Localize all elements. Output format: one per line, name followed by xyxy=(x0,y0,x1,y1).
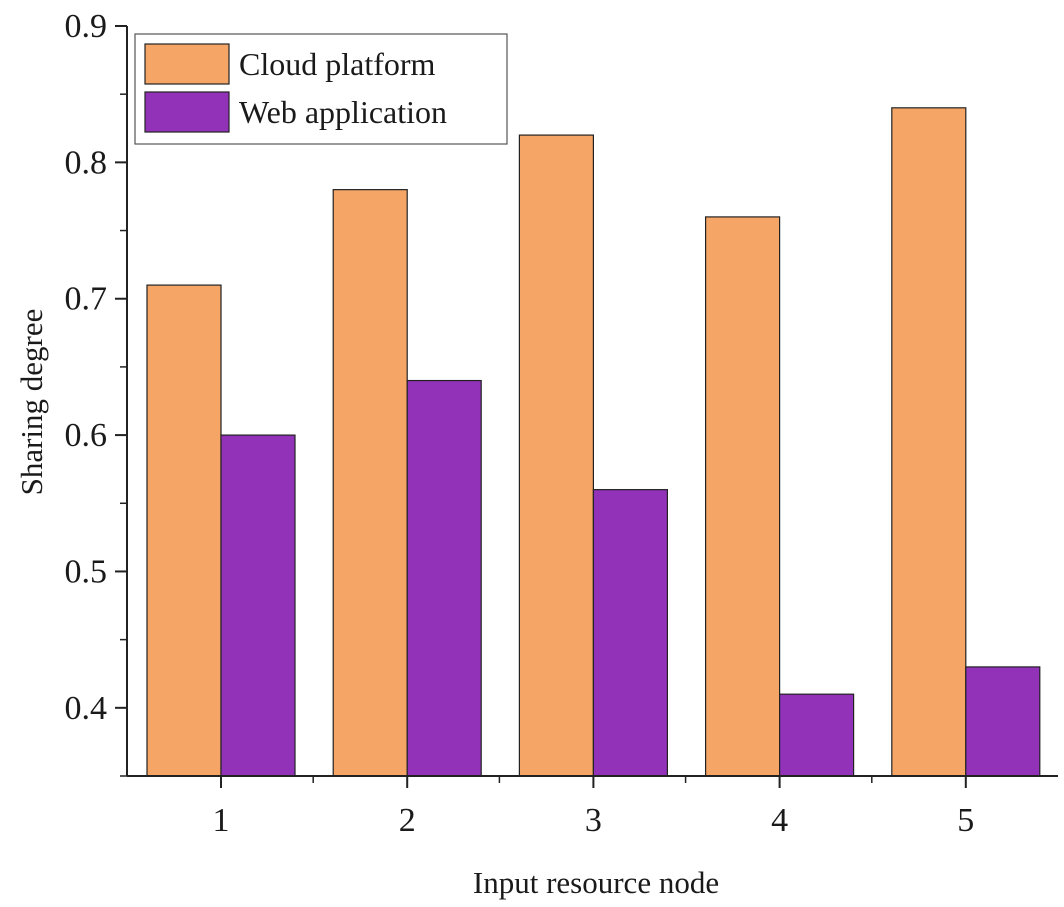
y-tick-label-0.8: 0.8 xyxy=(65,144,108,181)
bar-web-application-4 xyxy=(778,693,855,777)
y-tick-label-0.9: 0.9 xyxy=(65,8,108,45)
x-tick-label-5: 5 xyxy=(957,802,974,839)
bar-web-application-2 xyxy=(406,379,482,777)
legend-swatch-1 xyxy=(144,91,230,133)
y-tick-label-0.4: 0.4 xyxy=(65,690,108,727)
legend: Cloud platform Web application xyxy=(134,33,508,145)
legend-label-1: Web application xyxy=(239,94,447,130)
bar-web-application-3 xyxy=(592,489,669,777)
bar-cloud-platform-1 xyxy=(146,284,222,777)
y-axis-title: Sharing degree xyxy=(14,309,49,496)
bar-cloud-platform-2 xyxy=(332,189,408,777)
bar-web-application-1 xyxy=(220,434,296,777)
y-tick-label-0.6: 0.6 xyxy=(65,417,108,454)
x-tick-label-1: 1 xyxy=(213,802,230,839)
x-axis-title: Input resource node xyxy=(473,865,719,900)
legend-label-0: Cloud platform xyxy=(239,46,436,82)
x-tick-label-4: 4 xyxy=(771,802,788,839)
bar-cloud-platform-4 xyxy=(704,216,781,777)
y-tick-label-0.5: 0.5 xyxy=(65,553,108,590)
bar-web-application-5 xyxy=(965,666,1041,777)
bar-cloud-platform-3 xyxy=(518,134,595,777)
bar-cloud-platform-5 xyxy=(891,107,967,777)
bars-group xyxy=(146,107,1041,777)
tick-labels-group: 1 2 3 4 5 0.4 0.5 0.6 0.7 0.8 0.9 xyxy=(65,8,975,839)
y-tick-label-0.7: 0.7 xyxy=(65,281,108,318)
axes-group xyxy=(115,25,1058,788)
legend-swatch-0 xyxy=(144,43,230,85)
x-tick-label-2: 2 xyxy=(399,802,416,839)
x-tick-label-3: 3 xyxy=(585,802,602,839)
